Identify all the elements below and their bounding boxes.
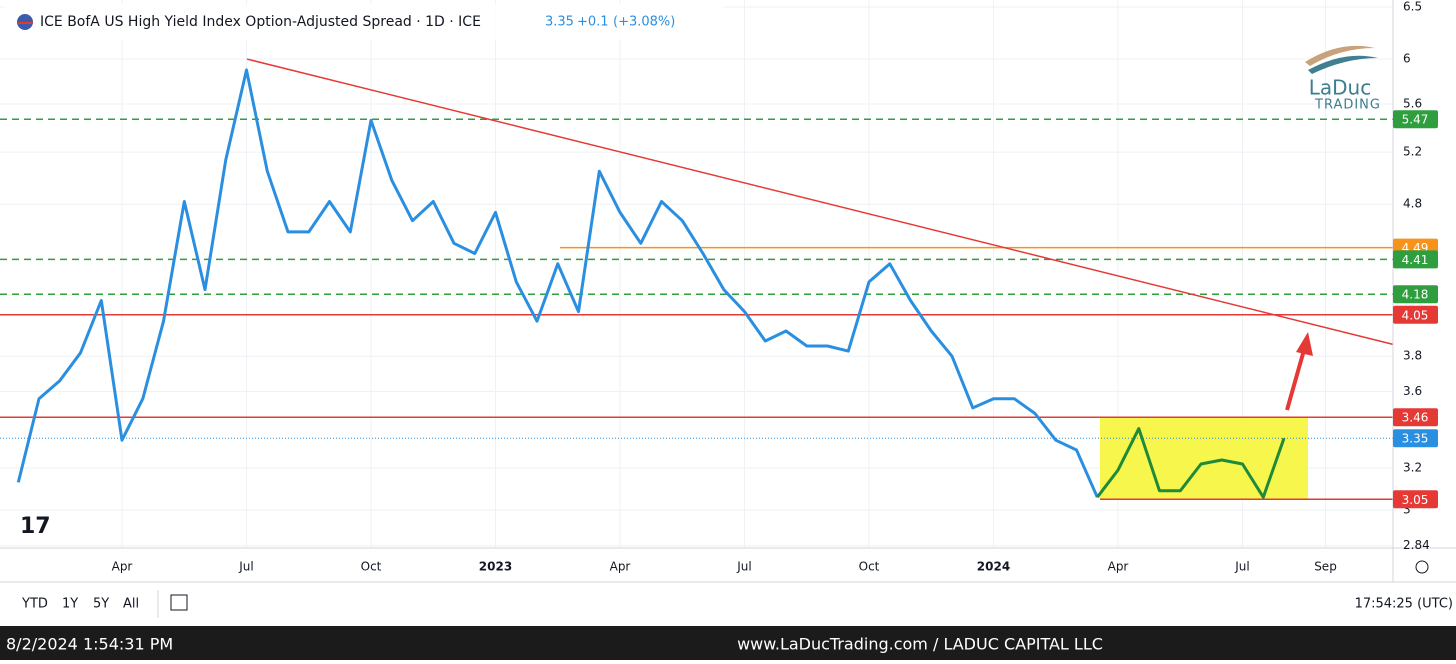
price-tag-label: 4.18 bbox=[1402, 288, 1429, 302]
footer-timestamp: 8/2/2024 1:54:31 PM bbox=[6, 635, 173, 654]
x-tick-label: Apr bbox=[610, 560, 631, 574]
change-percent: (+3.08%) bbox=[613, 15, 675, 30]
x-tick-label: Sep bbox=[1314, 560, 1337, 574]
x-tick-label: 2024 bbox=[977, 560, 1010, 574]
range-buttons: YTD 1Y 5Y All bbox=[21, 597, 139, 612]
trendline bbox=[246, 58, 1394, 346]
y-tick-label: 3.6 bbox=[1403, 384, 1422, 398]
last-price: 3.35 bbox=[545, 15, 574, 30]
price-tag-label: 3.05 bbox=[1402, 493, 1429, 507]
arrow-shaft bbox=[1285, 349, 1306, 411]
range-button[interactable]: 5Y bbox=[93, 597, 109, 612]
y-tick-label: 2.84 bbox=[1403, 538, 1430, 552]
x-tick-label: Jul bbox=[238, 560, 253, 574]
y-tick-label: 4.8 bbox=[1403, 197, 1422, 211]
y-tick-label: 5.6 bbox=[1403, 96, 1422, 110]
logo: LaDuc TRADING bbox=[1305, 45, 1381, 113]
price-tag bbox=[1393, 285, 1438, 304]
range-button[interactable]: 1Y bbox=[62, 597, 78, 612]
series-line bbox=[16, 68, 1099, 498]
logo-subtext: TRADING bbox=[1314, 98, 1381, 113]
x-tick-label: 2023 bbox=[479, 560, 512, 574]
price-tag bbox=[1393, 250, 1438, 269]
logo-wave bbox=[1308, 55, 1378, 74]
tv-logo: 17 bbox=[20, 514, 51, 539]
footer-site: www.LaDucTrading.com / LADUC CAPITAL LLC bbox=[737, 635, 1103, 654]
footer bbox=[0, 626, 1456, 660]
y-tick-label: 3 bbox=[1403, 503, 1411, 517]
logo-wave bbox=[1305, 45, 1375, 66]
symbol-title: ICE BofA US High Yield Index Option-Adju… bbox=[40, 14, 481, 30]
y-tick-label: 6.5 bbox=[1403, 0, 1422, 13]
flag-stripe bbox=[17, 22, 33, 24]
x-tick-label: Jul bbox=[1234, 560, 1249, 574]
price-tag bbox=[1393, 110, 1438, 129]
x-tick-label: Oct bbox=[859, 560, 880, 574]
legend-backdrop bbox=[4, 4, 724, 40]
x-tick-label: Apr bbox=[112, 560, 133, 574]
plot bbox=[0, 58, 1394, 501]
price-tag-label: 3.46 bbox=[1402, 411, 1429, 425]
date-range-icon[interactable] bbox=[170, 594, 188, 611]
series-line bbox=[1096, 427, 1286, 499]
range-button[interactable]: YTD bbox=[21, 597, 48, 612]
price-tag bbox=[1393, 408, 1438, 427]
change: +0.1 bbox=[577, 15, 609, 30]
price-tag-label: 4.41 bbox=[1402, 253, 1429, 267]
settings-icon[interactable] bbox=[1415, 560, 1429, 574]
price-tag bbox=[1393, 305, 1438, 324]
y-tick-label: 6 bbox=[1403, 52, 1411, 66]
price-tag-label: 5.47 bbox=[1402, 113, 1429, 127]
x-tick-label: Apr bbox=[1108, 560, 1129, 574]
price-tag bbox=[1393, 429, 1438, 448]
y-tick-label: 3.2 bbox=[1403, 461, 1422, 475]
price-tag-label: 4.05 bbox=[1402, 308, 1429, 322]
logo-text: LaDuc bbox=[1309, 76, 1371, 100]
price-tag bbox=[1393, 490, 1438, 509]
x-tick-label: Oct bbox=[361, 560, 382, 574]
range-button[interactable]: All bbox=[123, 597, 139, 612]
y-tick-label: 3.8 bbox=[1403, 349, 1422, 363]
price-tag-label: 3.35 bbox=[1402, 432, 1429, 446]
clock: 17:54:25 (UTC) bbox=[1355, 597, 1453, 612]
arrow-head bbox=[1296, 332, 1313, 356]
y-tick-label: 5.2 bbox=[1403, 145, 1422, 159]
x-tick-label: Jul bbox=[736, 560, 751, 574]
highlight-box bbox=[1100, 417, 1308, 500]
